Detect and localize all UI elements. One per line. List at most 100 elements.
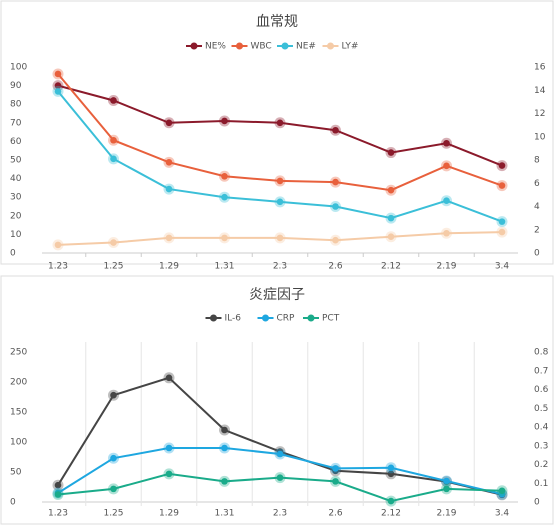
point [54,88,62,95]
y-tick-label: 0 [10,249,16,259]
y-tick-label: 50 [10,468,22,478]
x-tick-label: 2.12 [381,509,401,519]
point [165,119,173,127]
point [387,214,395,222]
point [54,491,62,498]
chart-title: 血常规 [256,14,298,30]
y2-tick-label: 0.7 [534,366,548,376]
y2-tick-label: 0.5 [534,404,548,414]
legend-marker [307,314,315,322]
x-tick-label: 1.25 [103,509,123,519]
point [387,149,395,156]
point [276,119,284,127]
y2-tick-label: 0.2 [534,460,548,470]
x-tick-label: 1.29 [159,509,179,519]
legend-marker [236,42,243,50]
point [54,70,62,78]
legend-marker [190,42,198,50]
legend-label: WBC [251,42,272,52]
x-tick-label: 1.29 [159,262,179,272]
y-tick-label: 80 [10,100,22,110]
point [54,481,62,489]
y-tick-label: 150 [10,408,27,418]
legend-marker [210,314,217,322]
series-line [57,73,503,192]
legend-label: CRP [277,314,296,324]
x-tick-label: 1.23 [48,262,68,272]
y-tick-label: 50 [10,156,22,166]
point [443,197,450,204]
y-tick-label: 40 [10,174,22,184]
point [443,477,450,485]
point [387,470,395,478]
point [165,444,173,452]
point [165,159,173,166]
point [110,239,117,246]
y-tick-label: 0 [10,498,16,508]
point [221,172,228,180]
point [498,162,506,169]
point [498,182,506,189]
legend-label: IL-6 [225,314,242,324]
y-tick-label: 100 [10,63,27,73]
x-tick-label: 3.4 [495,509,510,519]
point [387,497,395,505]
legend-label: LY# [342,42,359,52]
point [276,198,284,206]
y-tick-label: 70 [10,118,22,128]
point [332,478,339,485]
y2-tick-label: 16 [534,63,546,73]
point [387,233,395,241]
point [54,82,62,89]
y2-tick-label: 10 [534,132,546,142]
legend-label: NE# [296,42,316,52]
x-tick-label: 3.4 [495,262,510,272]
x-tick-label: 2.19 [436,262,456,272]
y-tick-label: 200 [10,378,27,388]
x-tick-label: 2.19 [436,509,456,519]
point [332,465,339,472]
y2-tick-label: 0.6 [534,385,549,395]
point [443,139,450,147]
y2-tick-label: 6 [534,179,540,189]
y-tick-label: 20 [10,211,22,221]
panel [0,275,554,525]
y-tick-label: 90 [10,81,22,91]
y-tick-label: 30 [10,193,22,203]
y2-tick-label: 0.8 [534,348,549,358]
point [443,162,450,170]
point [110,454,117,462]
point [221,117,228,125]
legend-marker [281,42,289,50]
point [276,474,284,481]
y2-tick-label: 0.3 [534,441,548,451]
point [332,178,339,186]
y2-tick-label: 0.1 [534,479,548,489]
point [221,478,228,485]
point [443,485,450,493]
y2-tick-label: 12 [534,109,545,119]
y-tick-label: 250 [10,348,27,358]
x-tick-label: 1.25 [103,262,123,272]
chart-title: 炎症因子 [249,287,305,303]
legend-marker [327,42,334,50]
y2-tick-label: 2 [534,225,540,235]
point [387,464,395,472]
x-tick-label: 2.6 [328,262,343,272]
point [110,391,117,399]
y2-tick-label: 4 [534,202,540,212]
x-tick-label: 1.23 [48,509,68,519]
x-tick-label: 2.3 [273,262,287,272]
point [332,203,339,210]
point [110,485,117,493]
point [332,236,339,244]
point [498,487,506,495]
point [165,185,173,193]
y2-tick-label: 0.4 [534,423,549,433]
point [276,234,284,242]
point [498,218,506,225]
point [110,136,117,144]
point [276,177,284,185]
point [110,97,117,104]
